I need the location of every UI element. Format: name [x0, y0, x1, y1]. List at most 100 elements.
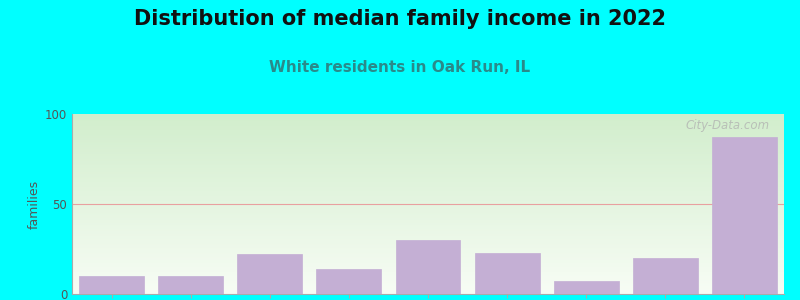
Bar — [72, 252, 784, 253]
Bar — [72, 131, 784, 132]
Bar — [72, 167, 784, 168]
Bar — [72, 132, 784, 133]
Bar — [72, 169, 784, 170]
Bar — [72, 114, 784, 115]
Bar — [72, 117, 784, 118]
Bar — [72, 216, 784, 217]
Bar — [72, 286, 784, 287]
Bar — [72, 184, 784, 185]
Bar — [72, 160, 784, 161]
Bar — [72, 278, 784, 279]
Bar — [72, 200, 784, 201]
Bar — [72, 165, 784, 166]
Bar — [72, 128, 784, 129]
Bar — [72, 223, 784, 224]
Bar — [72, 242, 784, 243]
Bar — [72, 253, 784, 254]
Bar — [72, 123, 784, 124]
Bar — [72, 189, 784, 190]
Bar — [72, 231, 784, 232]
Bar — [72, 205, 784, 206]
Bar — [72, 273, 784, 274]
Bar — [72, 148, 784, 149]
Bar — [72, 134, 784, 135]
Bar — [72, 249, 784, 250]
Bar — [72, 143, 784, 144]
Bar — [72, 214, 784, 215]
Bar — [72, 282, 784, 283]
Bar — [72, 237, 784, 238]
Bar — [72, 193, 784, 194]
Bar — [72, 244, 784, 245]
Bar — [72, 233, 784, 234]
Bar — [72, 157, 784, 158]
Bar — [633, 258, 698, 294]
Y-axis label: families: families — [28, 179, 41, 229]
Bar — [72, 138, 784, 139]
Bar — [72, 141, 784, 142]
Bar — [72, 170, 784, 171]
Bar — [72, 208, 784, 209]
Bar — [72, 116, 784, 117]
Bar — [72, 119, 784, 120]
Bar — [72, 275, 784, 276]
Bar — [72, 135, 784, 136]
Bar — [72, 235, 784, 236]
Bar — [72, 268, 784, 269]
Bar — [72, 121, 784, 122]
Bar — [72, 124, 784, 125]
Bar — [72, 140, 784, 141]
Bar — [72, 179, 784, 180]
Bar — [72, 163, 784, 164]
Bar — [72, 203, 784, 204]
Bar — [72, 262, 784, 263]
Bar — [72, 174, 784, 175]
Bar — [72, 293, 784, 294]
Bar — [72, 201, 784, 202]
Bar — [72, 153, 784, 154]
Bar — [72, 226, 784, 227]
Bar — [72, 222, 784, 223]
Bar — [72, 130, 784, 131]
Bar — [72, 155, 784, 156]
Bar — [72, 154, 784, 155]
Bar — [72, 272, 784, 273]
Bar — [72, 212, 784, 213]
Bar — [72, 127, 784, 128]
Bar — [72, 271, 784, 272]
Bar — [238, 254, 302, 294]
Bar — [72, 267, 784, 268]
Bar — [72, 126, 784, 127]
Bar — [72, 259, 784, 260]
Bar — [72, 209, 784, 210]
Bar — [72, 238, 784, 239]
Bar — [72, 213, 784, 214]
Bar — [72, 236, 784, 237]
Bar — [72, 164, 784, 165]
Bar — [72, 270, 784, 271]
Bar — [72, 190, 784, 191]
Bar — [72, 178, 784, 179]
Bar — [72, 137, 784, 138]
Bar — [72, 171, 784, 172]
Bar — [72, 156, 784, 157]
Text: White residents in Oak Run, IL: White residents in Oak Run, IL — [270, 60, 530, 75]
Bar — [72, 232, 784, 233]
Bar — [79, 276, 144, 294]
Bar — [72, 177, 784, 178]
Bar — [72, 221, 784, 222]
Bar — [72, 152, 784, 153]
Bar — [72, 261, 784, 262]
Bar — [72, 211, 784, 212]
Bar — [72, 118, 784, 119]
Bar — [72, 187, 784, 188]
Bar — [474, 253, 539, 294]
Bar — [72, 284, 784, 285]
Bar — [72, 283, 784, 284]
Bar — [317, 269, 382, 294]
Bar — [72, 288, 784, 289]
Bar — [72, 197, 784, 198]
Bar — [72, 217, 784, 218]
Bar — [72, 207, 784, 208]
Bar — [72, 257, 784, 258]
